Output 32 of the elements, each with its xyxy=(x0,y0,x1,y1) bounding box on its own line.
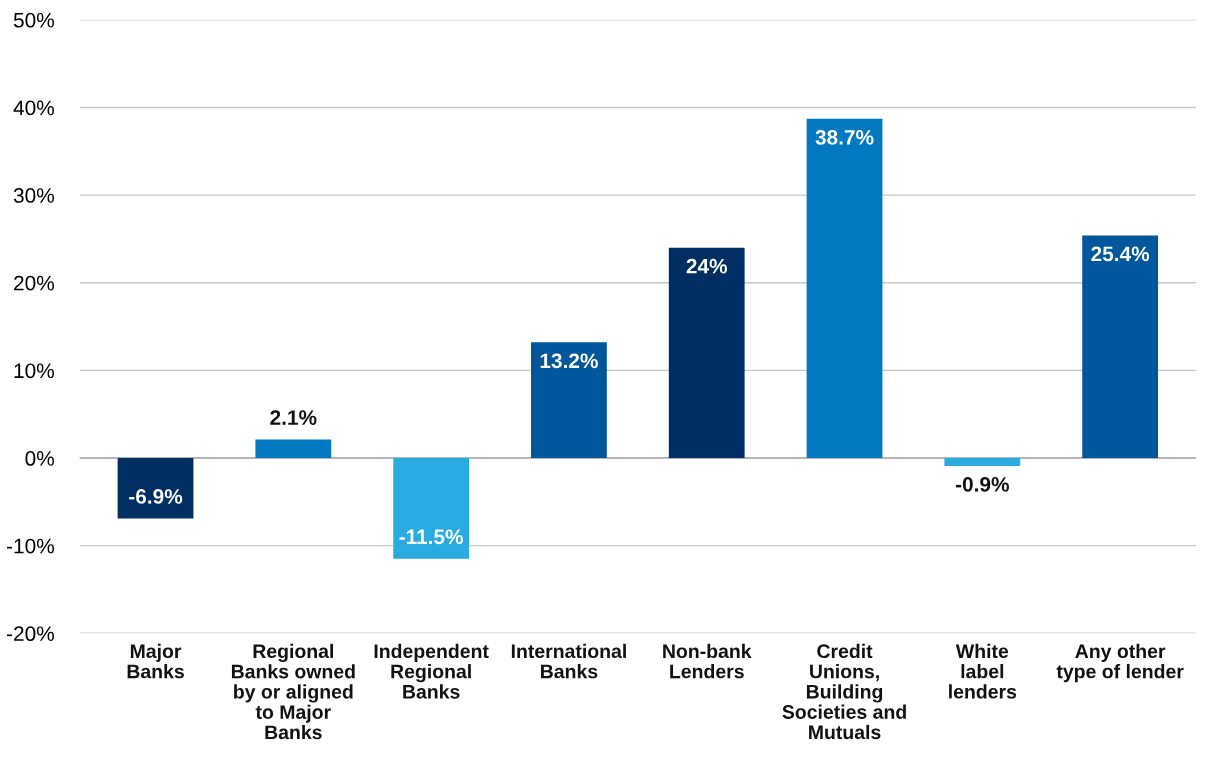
y-tick-label: 10% xyxy=(14,363,54,379)
bar xyxy=(255,439,332,459)
data-label: 24% xyxy=(686,258,728,274)
bar xyxy=(944,458,1021,466)
data-label: 2.1% xyxy=(270,410,317,425)
y-tick-label: 50% xyxy=(13,12,54,28)
bar xyxy=(393,458,470,559)
data-label: -6.9% xyxy=(129,489,183,504)
y-tick-label: -10% xyxy=(7,538,54,554)
x-tick-label: Non-bank Lenders xyxy=(663,643,752,679)
bar xyxy=(668,247,745,459)
y-tick-label: 40% xyxy=(13,100,54,116)
data-label: -0.9% xyxy=(955,476,1009,492)
x-tick-label: Regional Banks owned by or aligned to Major Banks xyxy=(231,643,355,740)
bar xyxy=(117,458,194,519)
x-tick-label: Major Banks xyxy=(127,643,184,679)
data-label: -11.5% xyxy=(399,529,464,545)
bar xyxy=(531,342,607,459)
bar xyxy=(806,118,883,459)
y-tick-label: 30% xyxy=(13,188,54,203)
y-tick-label: 0% xyxy=(25,451,54,466)
data-label: 25.4% xyxy=(1091,246,1150,262)
x-tick-label: International Banks xyxy=(511,643,626,679)
x-tick-label: Any other type of lender xyxy=(1056,643,1184,683)
y-tick-label: 20% xyxy=(14,275,54,291)
bar xyxy=(1082,235,1159,459)
data-label: 13.2% xyxy=(540,353,598,369)
y-tick-label: -20% xyxy=(7,626,54,642)
x-tick-label: White label lenders xyxy=(949,643,1017,699)
x-tick-label: Independent Regional Banks xyxy=(374,643,489,699)
data-label: 38.7% xyxy=(815,129,874,145)
x-tick-label: Credit Unions, Building Societies and Mutuals xyxy=(782,643,906,740)
